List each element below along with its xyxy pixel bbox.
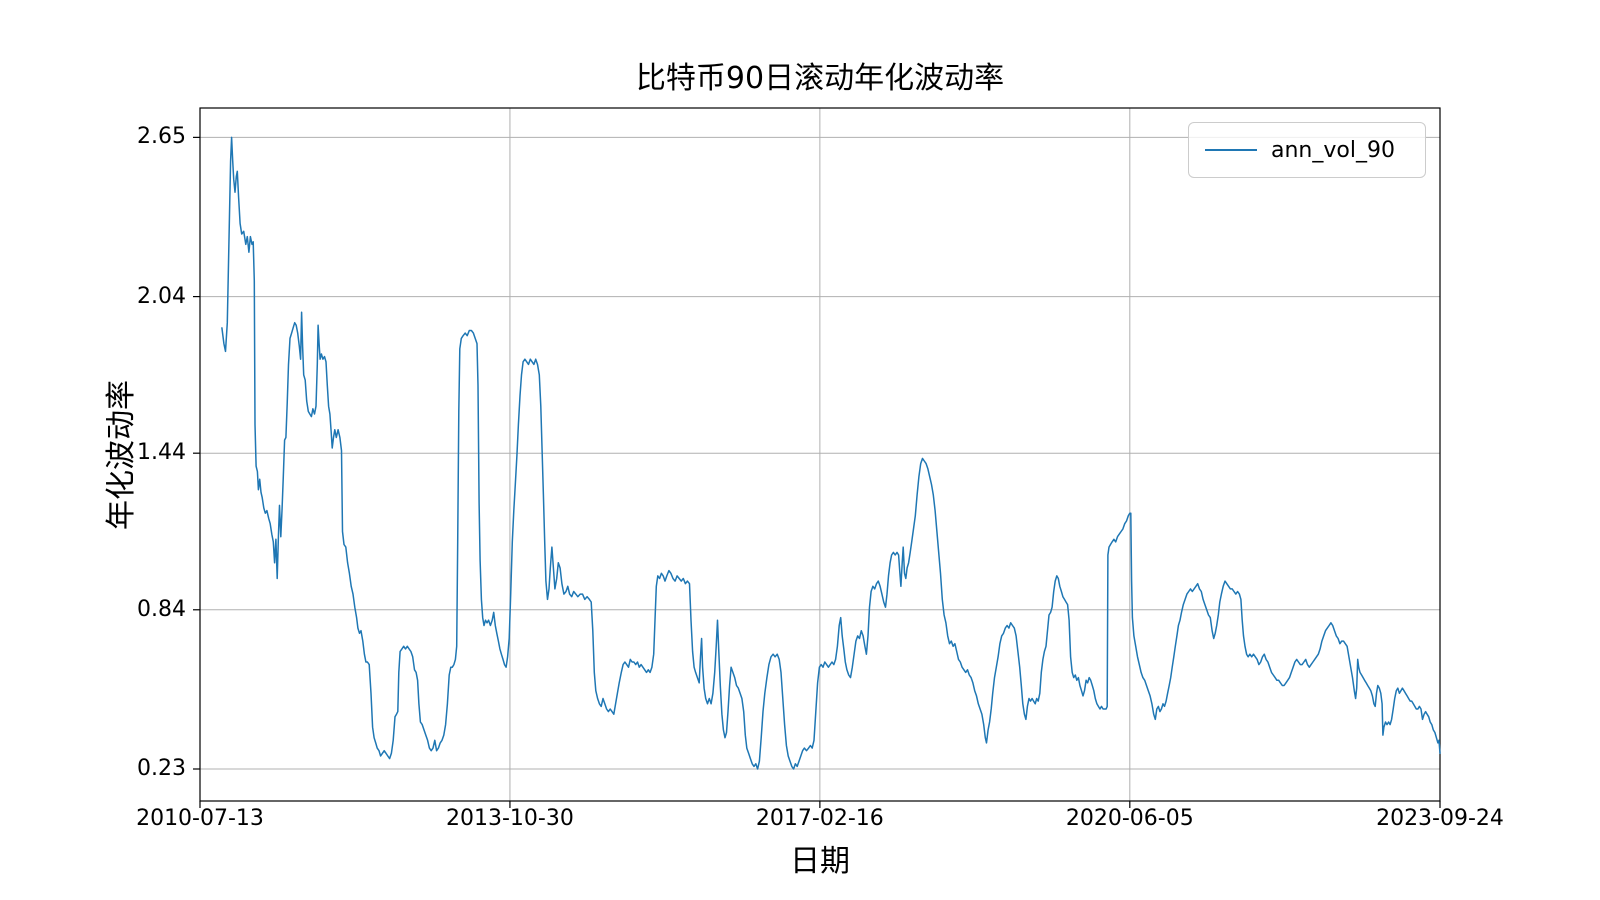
x-axis-label: 日期 — [790, 844, 850, 879]
chart-title: 比特币90日滚动年化波动率 — [635, 61, 1005, 96]
y-tick-label: 1.44 — [137, 440, 186, 466]
x-tick-label: 2010-07-13 — [136, 806, 264, 831]
legend: ann_vol_90 — [1188, 122, 1426, 178]
x-tick-label: 2017-02-16 — [755, 806, 884, 831]
legend-label: ann_vol_90 — [1271, 137, 1395, 163]
legend-line-sample-icon — [1205, 149, 1257, 151]
x-tick-label: 2013-10-30 — [445, 806, 574, 831]
ann_vol_90-line — [221, 136, 1441, 770]
y-tick-label: 2.65 — [137, 124, 186, 150]
y-tick-label: 0.84 — [137, 596, 186, 622]
x-tick-label: 2023-09-24 — [1376, 806, 1504, 831]
y-tick-label: 2.04 — [137, 283, 186, 309]
x-tick-label: 2020-06-05 — [1065, 806, 1194, 831]
y-tick-label: 0.23 — [137, 756, 186, 781]
